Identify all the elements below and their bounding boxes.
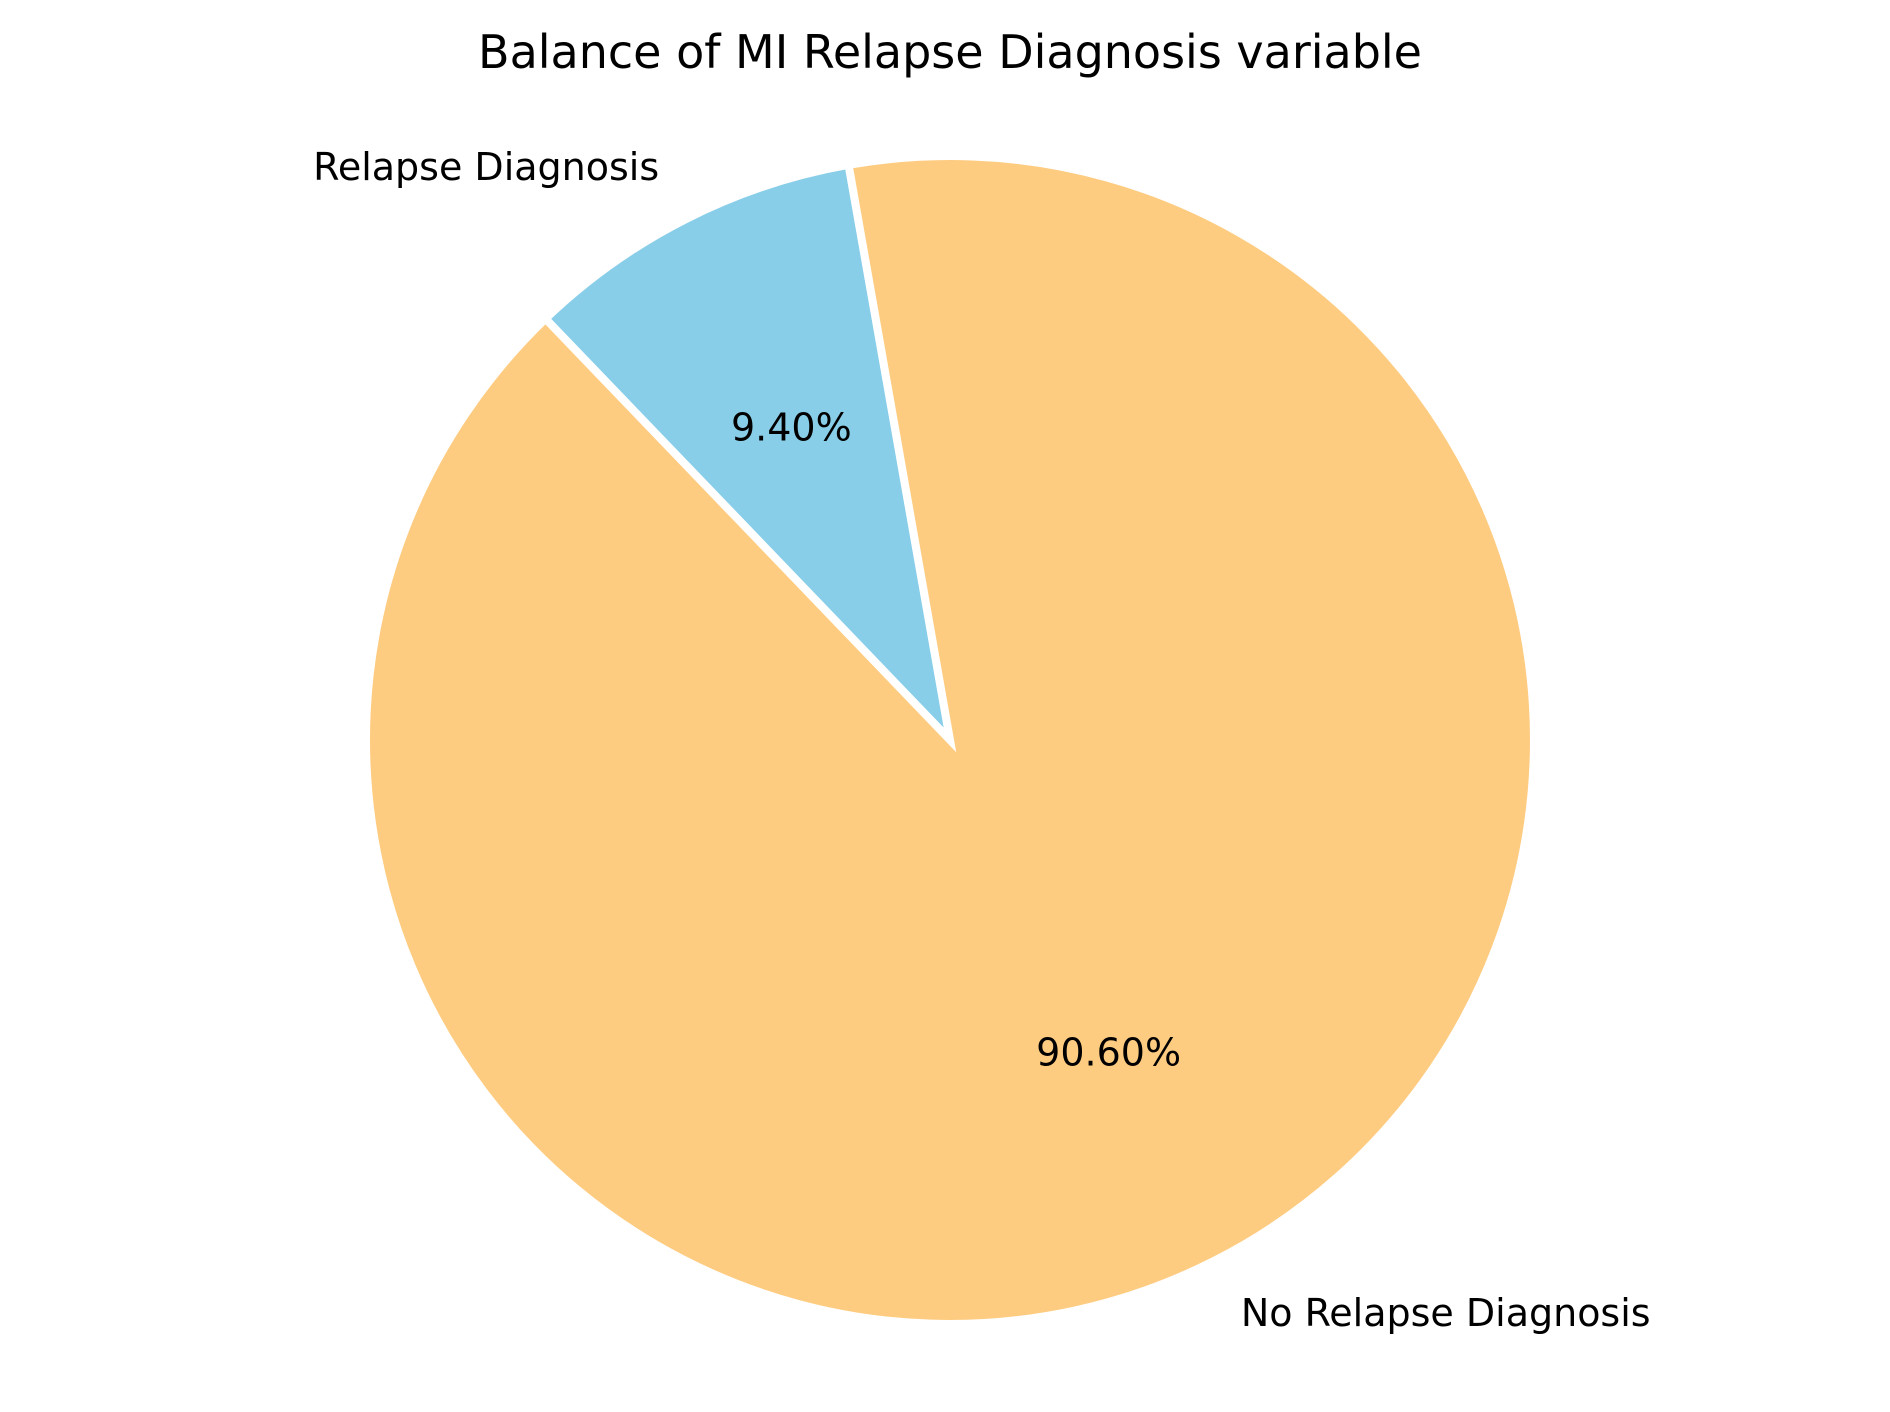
pie-slice-relapse-diagnosis: [539, 160, 957, 753]
chart-title: Balance of MI Relapse Diagnosis variable: [478, 25, 1422, 79]
pie-category-label: No Relapse Diagnosis: [1241, 1291, 1651, 1335]
pie-pct-label: 90.60%: [1036, 1030, 1181, 1074]
pie-category-label: Relapse Diagnosis: [313, 145, 659, 189]
pie-slice-no-relapse-diagnosis: [362, 152, 1538, 1328]
pie-pct-label: 9.40%: [731, 406, 852, 450]
pie-slices: [362, 152, 1538, 1328]
pie-labels: 9.40% Relapse Diagnosis 90.60% No Relapse D…: [313, 145, 1650, 1335]
